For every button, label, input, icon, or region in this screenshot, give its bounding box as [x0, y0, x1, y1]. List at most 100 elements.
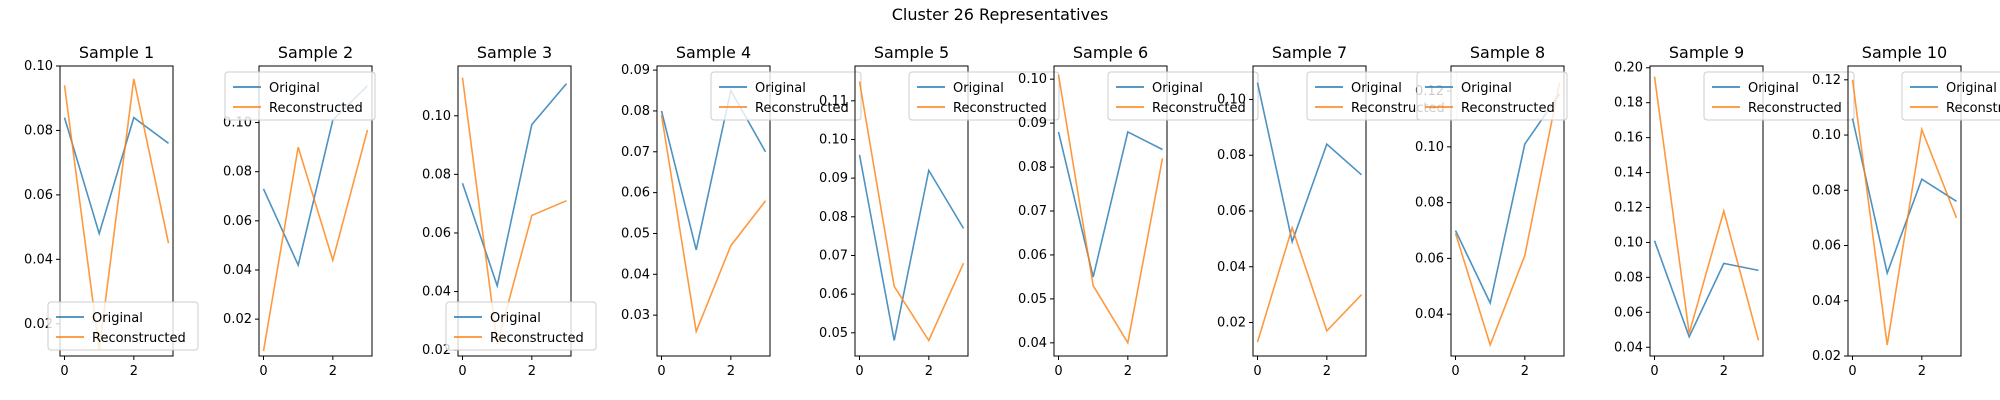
x-tick-label: 0	[1253, 364, 1261, 379]
y-tick-label: 0.08	[1217, 148, 1246, 163]
subplot-title: Sample 3	[477, 43, 552, 62]
axes-frame	[1450, 65, 1565, 357]
y-tick-label: 0.02	[422, 343, 451, 358]
legend: Original Reconstructed	[1416, 71, 1568, 121]
legend-label-reconstructed: Reconstructed	[269, 101, 363, 116]
legend-box	[908, 71, 1060, 121]
legend-label-reconstructed: Reconstructed	[755, 101, 849, 116]
y-tick-label: 0.06	[621, 186, 650, 201]
legend-box	[224, 71, 376, 121]
legend: Original Reconstructed	[445, 301, 597, 351]
y-tick-label: 0.04	[24, 252, 53, 267]
x-tick-label: 0	[1054, 364, 1062, 379]
y-tick-label: 0.06	[223, 214, 252, 229]
series-line-reconstructed	[63, 78, 170, 350]
y-tick-label: 0.06	[1812, 239, 1841, 254]
axes-frame	[258, 65, 373, 357]
y-tick-label: 0.04	[422, 285, 451, 300]
legend-box	[47, 301, 199, 351]
y-tick-label: 0.10	[1812, 128, 1841, 143]
series-line-original	[660, 88, 767, 250]
x-tick-label: 2	[1323, 364, 1331, 379]
y-tick-label: 0.04	[621, 267, 650, 282]
x-tick-label: 2	[1124, 364, 1132, 379]
subplot-8: Sample 80.040.060.080.100.1202OriginalRe…	[1415, 43, 1568, 379]
subplot-3: Sample 3 0.02 0.04 0.06 0.08 0.10 0 2 Original Re…	[422, 43, 597, 379]
subplot-title: Sample 2	[278, 43, 353, 62]
legend-label-original: Original	[92, 311, 143, 326]
y-tick-label: 0.06	[1018, 248, 1047, 263]
axes-frame	[59, 65, 174, 357]
series-line-original	[1851, 118, 1957, 276]
y-tick-label: 0.04	[1614, 340, 1643, 355]
x-tick-label: 2	[1918, 364, 1926, 379]
series-line-reconstructed	[1454, 82, 1561, 348]
x-tick-label: 0	[1451, 364, 1459, 379]
series-line-original	[1057, 130, 1163, 278]
x-tick-label: 2	[727, 364, 735, 379]
subplot-6: Sample 6 0.04 0.05 0.06 0.07 0.08 0.09 0.10 0 2 Or…	[1018, 43, 1259, 379]
y-tick-label: 0.04	[1217, 260, 1246, 275]
y-tick-label: 0.12	[1614, 201, 1643, 216]
legend: Original Reconstructed	[1107, 71, 1259, 121]
subplot-title: Sample 4	[676, 43, 751, 62]
y-tick-label: 0.10	[1018, 72, 1047, 87]
y-tick-label: 0.09	[621, 63, 650, 78]
subplot-10: Sample 10 0.02 0.04 0.06 0.08 0.10 0.12 0 2 Origi…	[1812, 43, 2000, 379]
subplot-1: Sample 1 0.02 0.04 0.06 0.08 0.10 0 2 Original Re…	[24, 43, 199, 379]
series-line-reconstructed	[1653, 76, 1760, 341]
y-tick-label: 0.06	[1217, 204, 1246, 219]
axes-frame	[1649, 65, 1764, 357]
y-tick-label: 0.05	[621, 226, 650, 241]
series-line-original	[1256, 82, 1363, 245]
y-tick-label: 0.10	[1217, 92, 1246, 107]
legend: Original Reconstructed	[1703, 71, 1855, 121]
y-tick-label: 0.05	[819, 326, 848, 341]
subplot-title: Sample 8	[1470, 43, 1545, 62]
legend-label-original: Original	[1748, 81, 1799, 96]
subplot-title: Sample 6	[1073, 43, 1148, 62]
y-tick-label: 0.04	[223, 263, 252, 278]
x-tick-label: 2	[1521, 364, 1529, 379]
series-line-reconstructed	[262, 129, 369, 352]
legend-label-reconstructed: Reconstructed	[92, 331, 186, 346]
y-tick-label: 0.04	[1812, 294, 1841, 309]
legend-label-original: Original	[269, 81, 320, 96]
legend-label-reconstructed: Reconstructed	[1946, 101, 2000, 116]
y-tick-label: 0.10	[1415, 140, 1444, 155]
legend: Original Reconstructed	[710, 71, 862, 121]
series-line-reconstructed	[1256, 225, 1363, 343]
y-tick-label: 0.07	[1018, 204, 1047, 219]
y-tick-label: 0.08	[24, 123, 53, 138]
y-tick-label: 0.04	[1018, 336, 1047, 351]
y-tick-label: 0.04	[1415, 307, 1444, 322]
series-line-reconstructed	[660, 114, 767, 335]
axes-frame	[1847, 65, 1962, 357]
x-tick-label: 2	[925, 364, 933, 379]
x-tick-label: 0	[657, 364, 665, 379]
x-tick-label: 0	[855, 364, 863, 379]
x-tick-label: 0	[60, 364, 68, 379]
legend-label-original: Original	[1946, 81, 1997, 96]
subplot-5: Sample 5 0.05 0.06 0.07 0.08 0.09 0.10 0.11 0 2 Or…	[819, 43, 1060, 379]
y-tick-label: 0.10	[422, 109, 451, 124]
axes-frame	[854, 65, 969, 357]
y-tick-label: 0.09	[1018, 116, 1047, 131]
series-line-reconstructed	[461, 77, 567, 345]
y-tick-label: 0.02	[223, 312, 252, 327]
y-tick-label: 0.06	[1415, 251, 1444, 266]
y-tick-label: 0.06	[24, 188, 53, 203]
legend: Original Reconstructed	[224, 71, 376, 121]
subplot-title: Sample 7	[1272, 43, 1347, 62]
y-tick-label: 0.05	[1018, 292, 1047, 307]
x-tick-label: 2	[130, 364, 138, 379]
y-tick-label: 0.10	[1614, 235, 1643, 250]
y-tick-label: 0.08	[819, 210, 848, 225]
x-tick-label: 0	[458, 364, 466, 379]
legend-label-original: Original	[1461, 81, 1512, 96]
y-tick-label: 0.06	[422, 226, 451, 241]
y-tick-label: 0.10	[24, 59, 53, 74]
legend-label-reconstructed: Reconstructed	[1748, 101, 1842, 116]
legend-box	[710, 71, 862, 121]
